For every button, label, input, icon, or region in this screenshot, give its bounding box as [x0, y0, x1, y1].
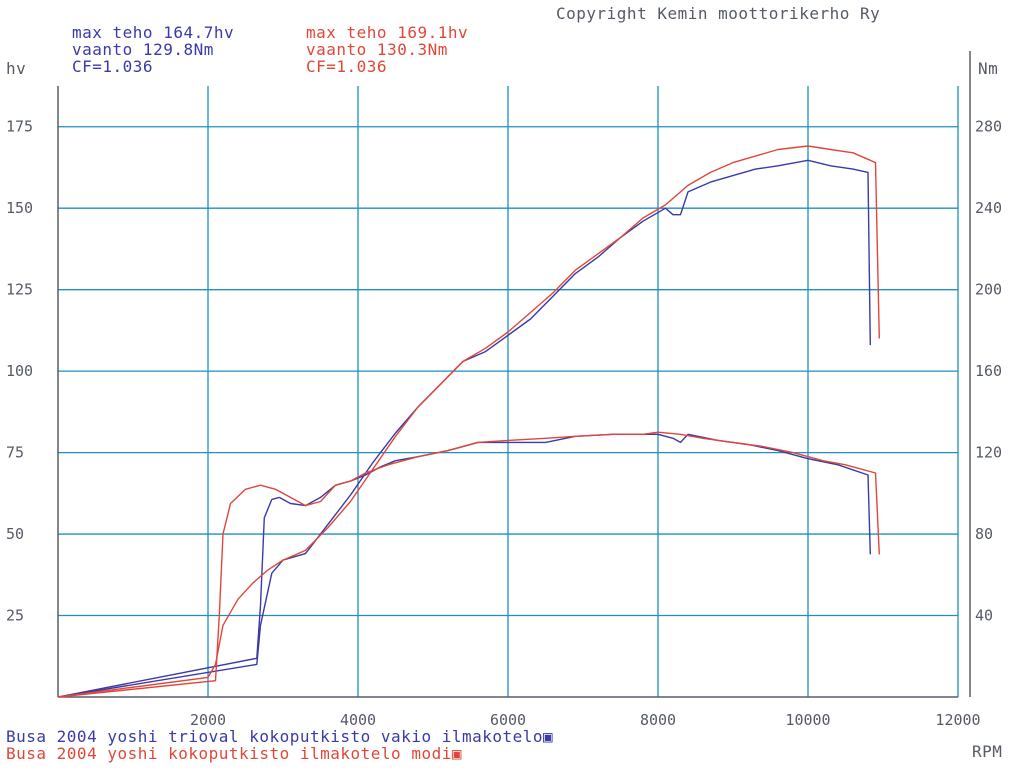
series-line-3 — [57, 145, 880, 698]
y-left-tick-label-125: 125 — [6, 281, 33, 299]
copyright-text: Copyright Kemin moottorikerho Ry — [556, 4, 881, 23]
x-tick-label-6000: 6000 — [490, 711, 526, 729]
legend-blue: Busa 2004 yoshi trioval kokoputkisto vak… — [6, 728, 553, 745]
series-line-2 — [57, 431, 880, 698]
y-right-tick-label-160: 160 — [975, 362, 1002, 380]
red-max-power: max teho 169.1hv — [306, 23, 469, 42]
series-line-1 — [57, 159, 871, 698]
y-right-tick-label-80: 80 — [975, 525, 993, 543]
legend-red-text: Busa 2004 yoshi kokoputkisto ilmakotelo … — [6, 744, 452, 763]
red-cf: CF=1.036 — [306, 57, 388, 76]
y-right-tick-label-240: 240 — [975, 199, 1002, 217]
legend-red-marker-icon: ▣ — [451, 744, 462, 763]
y-right-tick-label-200: 200 — [975, 281, 1002, 299]
legend-blue-marker-icon: ▣ — [543, 727, 554, 746]
legend-blue-text: Busa 2004 yoshi trioval kokoputkisto vak… — [6, 727, 544, 746]
x-tick-label-10000: 10000 — [785, 711, 830, 729]
y-left-tick-label-25: 25 — [6, 607, 24, 625]
y-right-unit: Nm — [978, 59, 999, 78]
x-tick-label-4000: 4000 — [340, 711, 376, 729]
blue-torque: vaanto 129.8Nm — [72, 40, 214, 59]
y-left-tick-label-175: 175 — [6, 118, 33, 136]
red-torque: vaanto 130.3Nm — [306, 40, 448, 59]
y-left-unit: hv — [6, 59, 27, 78]
series-line-0 — [57, 433, 871, 698]
y-right-tick-label-120: 120 — [975, 444, 1002, 462]
x-tick-label-2000: 2000 — [190, 711, 226, 729]
y-left-tick-label-75: 75 — [6, 444, 24, 462]
y-right-tick-label-40: 40 — [975, 607, 993, 625]
x-axis-label: RPM — [972, 742, 1003, 761]
x-tick-label-8000: 8000 — [640, 711, 676, 729]
y-left-tick-label-100: 100 — [6, 362, 33, 380]
legend-red: Busa 2004 yoshi kokoputkisto ilmakotelo … — [6, 745, 462, 762]
blue-cf: CF=1.036 — [72, 57, 154, 76]
y-left-tick-label-50: 50 — [6, 525, 24, 543]
y-right-tick-label-280: 280 — [975, 118, 1002, 136]
blue-max-power: max teho 164.7hv — [72, 23, 235, 42]
x-tick-label-12000: 12000 — [935, 711, 980, 729]
y-left-tick-label-150: 150 — [6, 199, 33, 217]
